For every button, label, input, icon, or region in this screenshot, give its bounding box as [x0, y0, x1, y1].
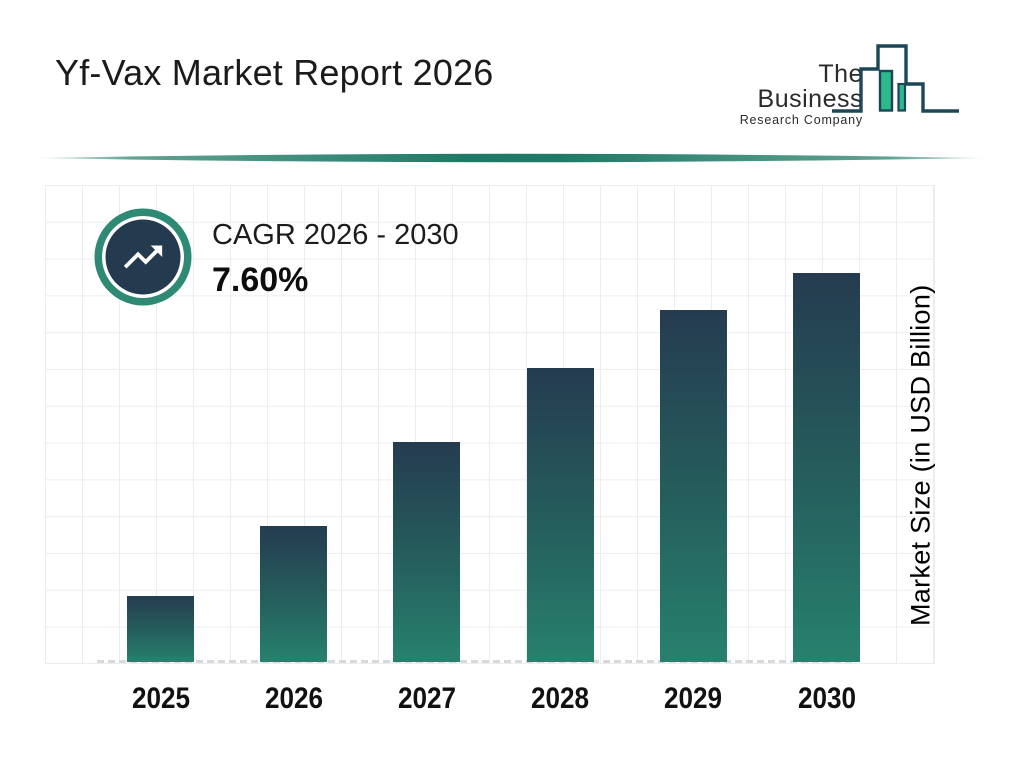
x-axis-label-2027: 2027: [397, 682, 456, 715]
bar-2029: [659, 309, 727, 662]
trending-up-icon: [123, 245, 163, 269]
x-axis-label-2025: 2025: [131, 682, 190, 715]
teal-divider: [38, 153, 985, 163]
x-axis-label-2028: 2028: [531, 682, 590, 715]
chart-plot-area: [45, 185, 935, 664]
logo-subname: Research Company: [739, 113, 863, 127]
bar-2025: [127, 595, 194, 662]
x-axis-label-2026: 2026: [264, 682, 323, 715]
page-title: Yf-Vax Market Report 2026: [55, 52, 494, 93]
cagr-value: 7.60%: [212, 261, 309, 299]
logo-name: The Business: [757, 60, 863, 113]
x-axis-dashed-baseline: [97, 660, 856, 663]
bar-2028: [526, 368, 594, 662]
x-axis-label-2030: 2030: [797, 682, 856, 715]
trending-up-badge: [94, 208, 192, 306]
bar-2026: [260, 526, 328, 662]
bar-2030: [793, 272, 860, 662]
y-axis-label: Market Size (in USD Billion): [905, 284, 936, 626]
bar-chart-logo-icon: [832, 44, 959, 113]
x-axis-label-2029: 2029: [664, 682, 723, 715]
logo-text: The Business Research Company: [713, 62, 863, 127]
cagr-period-label: CAGR 2026 - 2030: [212, 219, 459, 251]
company-logo: The Business Research Company: [713, 40, 969, 126]
bar-2027: [393, 441, 461, 662]
